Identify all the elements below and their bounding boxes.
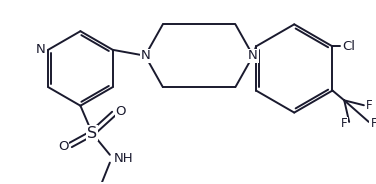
Text: F: F [366,99,373,112]
Text: NH: NH [114,152,133,165]
Text: Cl: Cl [342,40,355,53]
Text: F: F [341,117,347,130]
Text: O: O [58,140,69,153]
Text: S: S [87,126,97,141]
Text: O: O [116,105,126,118]
Text: F: F [371,117,376,130]
Text: N: N [140,49,150,62]
Text: N: N [35,43,45,56]
Text: N: N [248,49,258,62]
